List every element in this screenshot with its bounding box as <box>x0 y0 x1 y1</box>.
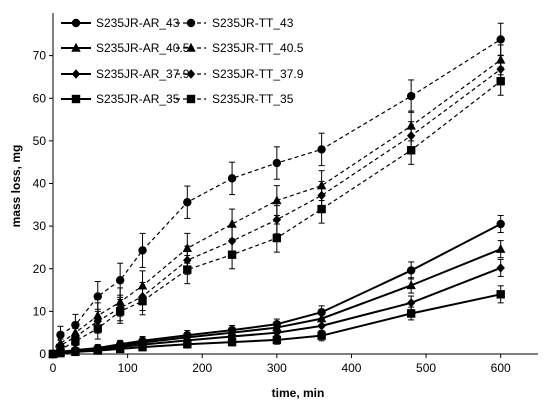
legend-entry: S235JR-AR_37.9 <box>61 67 190 81</box>
legend-marker <box>186 18 196 28</box>
legend-marker <box>71 69 81 79</box>
data-point <box>317 204 326 214</box>
plot-area <box>48 22 506 359</box>
legend-label: S235JR-AR_40.5 <box>96 41 190 55</box>
data-point <box>138 296 147 306</box>
x-tick-label: 500 <box>416 361 436 375</box>
data-point <box>115 276 125 285</box>
y-tick-label: 20 <box>33 262 47 276</box>
data-point <box>272 335 282 345</box>
y-tick-label: 30 <box>33 219 47 233</box>
y-tick-label: 40 <box>33 177 47 191</box>
legend-entry: S235JR-TT_40.5 <box>176 41 304 55</box>
x-tick-label: 200 <box>192 361 212 375</box>
data-point <box>71 347 80 357</box>
series-S235JR-TT_35 <box>48 66 505 359</box>
legend-marker <box>71 94 81 104</box>
data-point <box>272 215 282 225</box>
data-point <box>183 198 192 207</box>
legend-label: S235JR-TT_35 <box>212 92 294 106</box>
legend: S235JR-AR_43 S235JR-TT_43 S235JR-AR_40.5 S2… <box>56 11 338 109</box>
y-tick-label: 70 <box>33 49 47 63</box>
legend-background <box>56 11 338 109</box>
data-point <box>496 219 505 229</box>
data-point <box>93 346 102 355</box>
legend-entry: S235JR-TT_37.9 <box>176 67 304 81</box>
data-point <box>406 309 416 318</box>
x-tick-label: 400 <box>341 361 361 375</box>
data-point <box>115 307 125 316</box>
data-point <box>115 344 125 354</box>
data-point <box>272 233 282 243</box>
data-point <box>406 146 416 155</box>
data-point <box>496 290 505 299</box>
data-point <box>496 263 505 273</box>
series-line <box>52 68 502 355</box>
data-point <box>406 266 416 275</box>
data-point <box>272 158 282 168</box>
x-tick-label: 0 <box>50 361 57 375</box>
legend-label: S235JR-TT_37.9 <box>212 67 304 81</box>
legend-label: S235JR-AR_35 <box>96 92 180 106</box>
data-point <box>272 195 282 205</box>
legend-marker <box>71 18 81 28</box>
legend-entry: S235JR-TT_35 <box>176 92 294 106</box>
data-point <box>406 280 416 290</box>
data-point <box>495 243 506 253</box>
data-point <box>317 321 326 331</box>
legend-label: S235JR-TT_43 <box>212 16 294 30</box>
data-point <box>56 345 65 354</box>
data-point <box>93 324 102 333</box>
data-point <box>496 35 505 44</box>
legend-marker <box>186 69 196 79</box>
axes: time, min mass loss, mg 0 10 20 30 40 50 60 70 0… <box>9 13 538 400</box>
y-tick-label: 0 <box>39 347 46 361</box>
y-tick-label: 60 <box>33 91 47 105</box>
legend-label: S235JR-TT_40.5 <box>212 41 304 55</box>
y-axis-title: mass loss, mg <box>9 145 23 228</box>
data-point <box>183 265 192 274</box>
legend-marker <box>186 42 196 52</box>
data-point <box>93 292 102 301</box>
legend-entry: S235JR-AR_40.5 <box>61 41 190 55</box>
legend-entry: S235JR-TT_43 <box>176 16 294 30</box>
x-tick-label: 100 <box>118 361 138 375</box>
legend-label: S235JR-AR_37.9 <box>96 67 190 81</box>
data-point <box>272 322 282 332</box>
data-point <box>317 145 326 154</box>
data-point <box>316 313 327 323</box>
data-point <box>183 339 192 349</box>
legend-entry: S235JR-AR_43 <box>61 16 180 30</box>
data-point <box>227 250 237 259</box>
data-point <box>227 174 237 183</box>
data-point <box>496 77 505 86</box>
x-tick-label: 600 <box>491 361 511 375</box>
y-tick-label: 10 <box>33 304 47 318</box>
data-point <box>227 337 237 347</box>
data-point <box>138 246 147 255</box>
data-point <box>406 298 416 308</box>
data-point <box>71 337 80 346</box>
data-point <box>406 91 416 101</box>
legend-marker <box>186 94 196 104</box>
y-tick-label: 50 <box>33 134 47 148</box>
legend-marker <box>71 42 81 52</box>
data-point <box>317 331 326 340</box>
data-point <box>272 327 282 338</box>
data-point <box>227 218 237 228</box>
x-tick-label: 300 <box>267 361 287 375</box>
data-point <box>138 342 147 352</box>
legend-entry: S235JR-AR_35 <box>61 92 180 106</box>
x-axis-title: time, min <box>272 386 325 400</box>
legend-label: S235JR-AR_43 <box>96 16 180 30</box>
